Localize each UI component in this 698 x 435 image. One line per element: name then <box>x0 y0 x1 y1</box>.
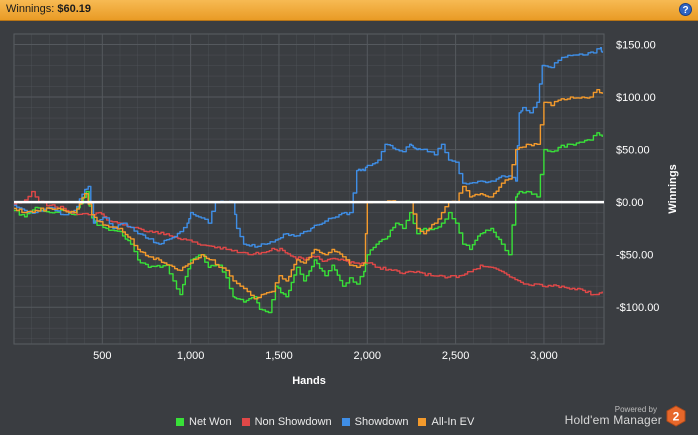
legend-swatch-all-in-ev <box>418 418 427 426</box>
legend-item-non-showdown[interactable]: Non Showdown <box>241 416 332 428</box>
powered-by-text: Powered by <box>614 405 657 414</box>
x-tick-label: 500 <box>93 350 111 362</box>
y-tick-label: $50.00 <box>616 145 650 157</box>
y-tick-label: $150.00 <box>616 40 656 52</box>
legend-label-non-showdown: Non Showdown <box>254 416 332 428</box>
legend-item-net-won[interactable]: Net Won <box>176 416 232 428</box>
y-axis-title: Winnings <box>667 164 679 213</box>
legend-swatch-non-showdown <box>241 418 250 426</box>
series-line-net-won[interactable] <box>14 132 603 314</box>
x-tick-label: 2,000 <box>354 350 382 362</box>
chart-legend: Net Won Non Showdown Showdown All-In EV <box>176 415 484 429</box>
y-tick-label: $0.00 <box>616 197 644 209</box>
help-icon[interactable]: ? <box>679 3 692 16</box>
legend-label-showdown: Showdown <box>354 416 409 428</box>
x-tick-label: 3,000 <box>530 350 558 362</box>
series-line-showdown[interactable] <box>14 47 603 248</box>
x-tick-label: 2,500 <box>442 350 470 362</box>
title-bar: Winnings: $60.19 ? <box>0 0 698 21</box>
brand-logo-text: Hold'em Manager <box>564 413 662 427</box>
hem-logo-icon: 2 <box>666 405 686 427</box>
y-axis-ticks: $150.00 $100.00 $50.00 $0.00 -$50.00 -$100.00 <box>616 40 659 315</box>
y-tick-label: -$50.00 <box>616 250 653 262</box>
y-tick-label: $100.00 <box>616 92 656 104</box>
x-tick-label: 1,500 <box>265 350 293 362</box>
x-axis-title: Hands <box>292 375 326 387</box>
legend-label-net-won: Net Won <box>189 416 232 428</box>
winnings-label: Winnings: <box>6 3 55 15</box>
legend-item-showdown[interactable]: Showdown <box>341 416 409 428</box>
series-line-all-in-ev[interactable] <box>14 89 603 300</box>
legend-item-all-in-ev[interactable]: All-In EV <box>418 416 474 428</box>
y-tick-label: -$100.00 <box>616 302 659 314</box>
minor-gridlines <box>14 34 604 344</box>
legend-label-all-in-ev: All-In EV <box>431 416 475 428</box>
winnings-title: Winnings: $60.19 <box>6 3 91 15</box>
hem-version-badge: 2 <box>673 410 680 424</box>
x-tick-label: 1,000 <box>177 350 205 362</box>
legend-swatch-showdown <box>341 418 350 426</box>
legend-swatch-net-won <box>176 418 184 426</box>
x-axis-ticks: 500 1,000 1,500 2,000 2,500 3,000 <box>93 350 558 362</box>
winnings-value: $60.19 <box>57 3 92 15</box>
plot-area <box>13 33 605 345</box>
series-layer <box>14 47 603 314</box>
